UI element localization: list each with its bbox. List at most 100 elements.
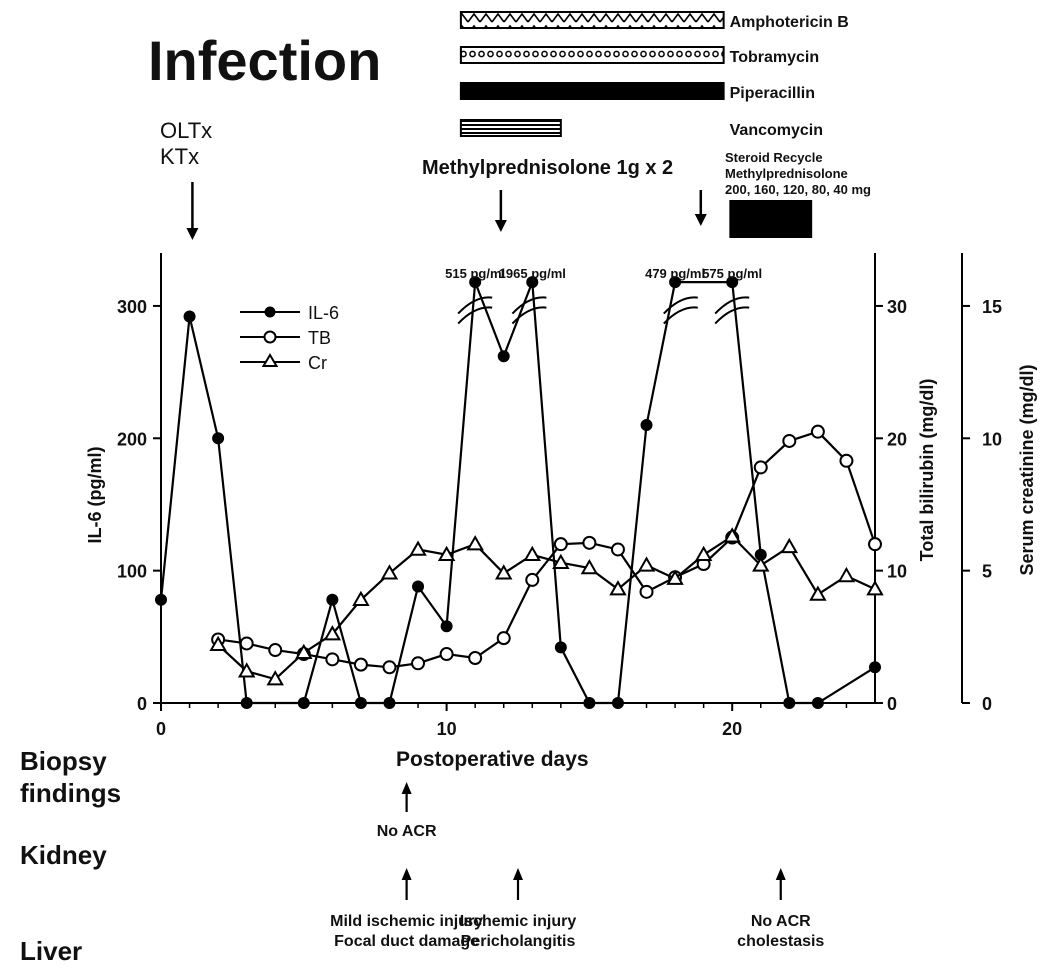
il6-point <box>554 641 567 654</box>
biopsy-title-line-1: Biopsy <box>20 746 107 776</box>
left-tick-label: 100 <box>117 562 147 582</box>
biopsy-findings: No ACR Mild ischemic injury Focal duct dam… <box>330 782 824 950</box>
liver-finding-text: Pericholangitis <box>461 933 576 950</box>
peak-value-label: 515 pg/ml <box>445 266 505 281</box>
il6-point <box>412 580 425 593</box>
amphotericin-b-label: Amphotericin B <box>730 14 849 31</box>
il6-point <box>497 350 510 363</box>
legend-tb-label: TB <box>308 328 331 348</box>
left-tick-label: 200 <box>117 429 147 449</box>
chart-series <box>155 276 884 709</box>
liver-finding-text: No ACR <box>751 913 811 930</box>
legend-cr-marker <box>261 353 279 367</box>
ktx-label: KTx <box>160 144 199 169</box>
il6-point <box>354 697 367 709</box>
il6-point <box>326 593 339 606</box>
cr-point <box>437 545 456 562</box>
biopsy-title-line-2: findings <box>20 778 121 808</box>
cr-point <box>809 585 827 601</box>
cr-point <box>380 564 399 580</box>
liver-finding-text: cholestasis <box>737 933 824 950</box>
il6-point <box>811 697 824 709</box>
piperacillin-bar <box>459 82 725 100</box>
kidney-biopsy-arrow-head <box>401 782 412 794</box>
il6-point <box>469 276 482 289</box>
axis-break-mark <box>714 306 750 325</box>
legend-cr-label: Cr <box>308 353 327 373</box>
il6-point <box>440 620 453 633</box>
cr-point <box>694 545 713 562</box>
il6-point <box>383 697 396 709</box>
middle-axis-label: Total bilirubin (mg/dl) <box>917 379 937 562</box>
peak-value-label: 1965 pg/ml <box>499 266 566 281</box>
vancomycin-label: Vancomycin <box>730 122 823 139</box>
tb-point <box>411 656 426 671</box>
event-arrows <box>186 182 707 240</box>
liver-row-label: Liver <box>20 936 82 966</box>
tb-point <box>839 453 854 468</box>
antibiotic-bars: Amphotericin B Tobramycin Piperacillin Vanc… <box>459 11 849 139</box>
tb-point <box>353 657 368 672</box>
kidney-row-label: Kidney <box>20 840 107 870</box>
middle-tick-label: 10 <box>887 562 907 582</box>
liver-finding-text: Focal duct damage <box>334 933 479 950</box>
tb-point <box>468 651 483 665</box>
tb-point <box>582 535 597 550</box>
tb-point <box>553 537 568 552</box>
steroid-recycle-drug: Methylprednisolone <box>725 166 848 181</box>
legend: IL-6 TB Cr <box>240 303 339 373</box>
tb-point <box>782 433 797 448</box>
right-tick-label: 0 <box>982 694 992 714</box>
right-tick-label: 5 <box>982 562 992 582</box>
axis-break-mark <box>457 296 493 315</box>
cr-point <box>552 553 570 569</box>
cr-point <box>352 590 370 607</box>
tb-point <box>525 572 540 587</box>
vancomycin-bar <box>459 119 562 137</box>
figure-title: Infection <box>148 29 381 92</box>
axis-break-mark <box>663 306 698 325</box>
il6-point <box>212 432 225 445</box>
tb-point <box>753 460 768 475</box>
cr-point <box>266 670 284 686</box>
tb-point <box>439 647 454 662</box>
il6-point <box>297 697 310 709</box>
piperacillin-label: Piperacillin <box>730 85 815 102</box>
middle-tick-label: 0 <box>887 694 897 714</box>
steroid-recycle-arrow-head <box>694 214 707 226</box>
il6-point <box>583 697 596 709</box>
liver-finding-text: Ischemic injury <box>460 913 577 930</box>
il6-point <box>726 276 739 289</box>
right-tick-label: 15 <box>982 297 1002 317</box>
legend-il6-marker <box>264 306 276 318</box>
cr-point <box>494 564 513 580</box>
methylprednisolone-label: Methylprednisolone 1g x 2 <box>422 157 673 179</box>
il6-point <box>611 697 624 709</box>
liver-finding-text: Mild ischemic injury <box>330 913 483 930</box>
cr-point <box>523 545 542 562</box>
tb-point <box>868 537 882 552</box>
cr-point <box>723 527 741 543</box>
cr-point <box>209 635 227 652</box>
peak-value-label: 479 pg/ml <box>645 266 705 281</box>
cr-point <box>323 625 342 641</box>
transplant-arrow-head <box>186 228 199 240</box>
kidney-finding-text: No ACR <box>377 823 437 840</box>
cr-point <box>780 537 799 554</box>
tb-point <box>325 652 340 667</box>
tb-point <box>610 542 625 557</box>
legend-tb-marker <box>263 330 277 344</box>
peak-value-label: 575 pg/ml <box>702 266 762 281</box>
right-tick-label: 10 <box>982 429 1002 449</box>
tb-point <box>268 643 283 658</box>
axis-break-mark <box>511 296 547 315</box>
tb-point <box>810 424 825 439</box>
cr-point <box>866 580 884 596</box>
axis-break-mark <box>714 296 750 315</box>
cr-point <box>580 558 599 575</box>
x-axis-label: Postoperative days <box>396 748 589 771</box>
tb-point <box>639 584 654 599</box>
